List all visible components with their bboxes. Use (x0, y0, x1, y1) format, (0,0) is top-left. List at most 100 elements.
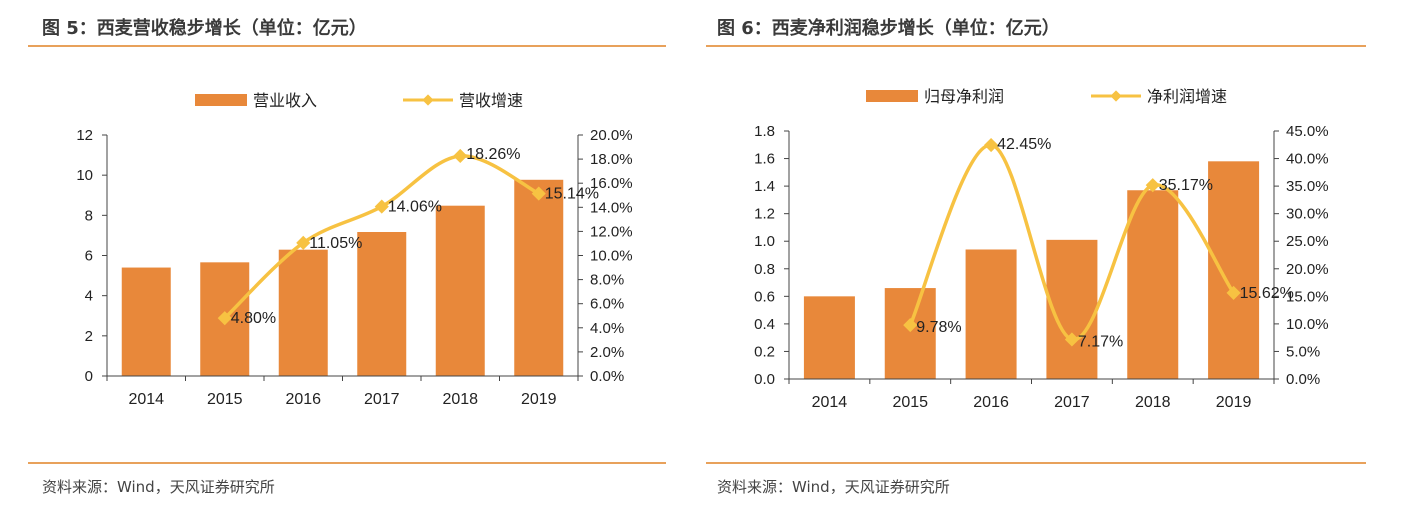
right-tick-label: 20.0% (1286, 261, 1329, 278)
right-tick-label: 10.0% (590, 248, 633, 265)
left-tick-label: 1.0 (754, 233, 775, 250)
left-tick-label: 1.2 (754, 206, 775, 223)
left-tick-label: 0.0 (754, 371, 775, 388)
right-tick-label: 4.0% (590, 320, 624, 337)
right-tick-label: 12.0% (590, 223, 633, 240)
bar-2017 (357, 232, 407, 376)
bar-2016 (278, 249, 328, 376)
right-tick-label: 25.0% (1286, 233, 1329, 250)
left-tick-label: 4 (85, 288, 93, 305)
growth-point-2019 (531, 186, 546, 201)
bar-2018 (435, 205, 485, 376)
growth-point-2017 (374, 199, 389, 214)
growth-point-2017 (1064, 332, 1079, 347)
revenue-chart: 0 2 4 6 8 10 12 0.0% 2.0% 4.0% 6.0% 8.0% 10.0% 12.0% 1… (76, 92, 633, 408)
bar-2014 (121, 267, 171, 376)
growth-point-2016 (984, 137, 999, 153)
figure-title: 图 6：西麦净利润稳步增长（单位：亿元） (717, 18, 1060, 39)
right-tick-label: 16.0% (590, 175, 633, 192)
legend-bar-swatch (866, 90, 918, 102)
left-tick-label: 8 (85, 207, 93, 224)
left-tick-label: 0.2 (754, 343, 775, 360)
right-tick-label: 0.0% (590, 368, 624, 385)
growth-data-label: 14.06% (388, 199, 442, 216)
left-tick-label: 0.4 (754, 316, 775, 333)
right-tick-label: 35.0% (1286, 178, 1329, 195)
growth-data-label: 42.45% (997, 136, 1051, 153)
x-tick-label: 2018 (442, 391, 478, 408)
left-tick-label: 1.6 (754, 151, 775, 168)
x-tick-label: 2014 (812, 394, 848, 411)
growth-data-label: 18.26% (466, 146, 520, 163)
figure-5-panel: 图 5：西麦营收稳步增长（单位：亿元） 0 2 4 6 8 10 12 0.0% 2.0% 4.0… (28, 18, 666, 496)
left-tick-label: 1.4 (754, 178, 775, 195)
source-note: 资料来源：Wind，天风证券研究所 (42, 478, 275, 496)
growth-data-label: 15.14% (545, 186, 599, 203)
right-tick-label: 6.0% (590, 296, 624, 313)
left-tick-label: 0.8 (754, 261, 775, 278)
right-tick-label: 8.0% (590, 272, 624, 289)
legend-line-label: 营收增速 (459, 92, 523, 110)
bar-2019 (514, 179, 564, 376)
left-tick-label: 6 (85, 248, 93, 265)
x-tick-label: 2015 (207, 391, 243, 408)
left-tick-label: 0.6 (754, 288, 775, 305)
left-tick-label: 0 (85, 368, 93, 385)
growth-data-label: 9.78% (916, 319, 961, 336)
legend-line-label: 净利润增速 (1147, 88, 1227, 106)
growth-data-label: 11.05% (309, 235, 362, 252)
legend-line-marker (1110, 90, 1122, 102)
left-tick-label: 10 (76, 167, 93, 184)
right-tick-label: 20.0% (590, 127, 633, 144)
x-tick-label: 2017 (1054, 394, 1090, 411)
x-tick-label: 2015 (892, 394, 928, 411)
figure-6-panel: 图 6：西麦净利润稳步增长（单位：亿元） 0.0 0.2 0.4 0.6 0.8 1.0 1… (703, 0, 1406, 524)
growth-point-2016 (296, 235, 311, 250)
legend-bar-swatch (195, 94, 247, 106)
growth-data-label: 35.17% (1159, 177, 1213, 194)
net-profit-chart: 0.0 0.2 0.4 0.6 0.8 1.0 1.2 1.4 1.6 1.8 0.0% 5.0% 10… (754, 88, 1329, 411)
right-tick-label: 40.0% (1286, 151, 1329, 168)
right-tick-label: 10.0% (1286, 316, 1329, 333)
x-tick-label: 2019 (521, 391, 557, 408)
right-tick-label: 0.0% (1286, 371, 1320, 388)
growth-point-2018 (1145, 178, 1160, 193)
title-rule (706, 45, 1366, 47)
right-tick-label: 2.0% (590, 344, 624, 361)
right-tick-label: 18.0% (590, 151, 633, 168)
figure-title: 图 5：西麦营收稳步增长（单位：亿元） (42, 18, 367, 39)
footer-rule (706, 462, 1366, 464)
right-tick-label: 5.0% (1286, 343, 1320, 360)
legend-bar-label: 归母净利润 (924, 88, 1004, 106)
bar-2019 (1208, 161, 1260, 379)
right-tick-label: 15.0% (1286, 288, 1329, 305)
x-tick-label: 2016 (973, 394, 1009, 411)
growth-point-2015 (217, 311, 232, 326)
right-tick-label: 14.0% (590, 199, 633, 216)
x-tick-label: 2014 (128, 391, 164, 408)
legend-bar-label: 营业收入 (253, 92, 317, 110)
left-tick-label: 2 (85, 328, 93, 345)
growth-data-label: 15.62% (1240, 285, 1294, 302)
x-tick-label: 2017 (364, 391, 400, 408)
bar-2016 (965, 249, 1017, 379)
bar-2017 (1046, 239, 1098, 379)
bar-2015 (884, 288, 936, 379)
legend-line-marker (422, 94, 434, 106)
bar-2014 (803, 296, 855, 379)
right-tick-label: 30.0% (1286, 206, 1329, 223)
x-tick-label: 2016 (285, 391, 321, 408)
footer-rule (28, 462, 666, 464)
x-tick-label: 2018 (1135, 394, 1171, 411)
right-tick-label: 45.0% (1286, 123, 1329, 140)
growth-data-label: 7.17% (1078, 333, 1123, 350)
left-tick-label: 12 (76, 127, 93, 144)
title-rule (28, 45, 666, 47)
x-tick-label: 2019 (1216, 394, 1252, 411)
growth-point-2015 (903, 318, 918, 333)
source-note: 资料来源：Wind，天风证券研究所 (717, 478, 950, 496)
bar-2018 (1127, 190, 1179, 379)
growth-data-label: 4.80% (231, 310, 276, 327)
growth-point-2018 (453, 148, 468, 164)
left-tick-label: 1.8 (754, 123, 775, 140)
